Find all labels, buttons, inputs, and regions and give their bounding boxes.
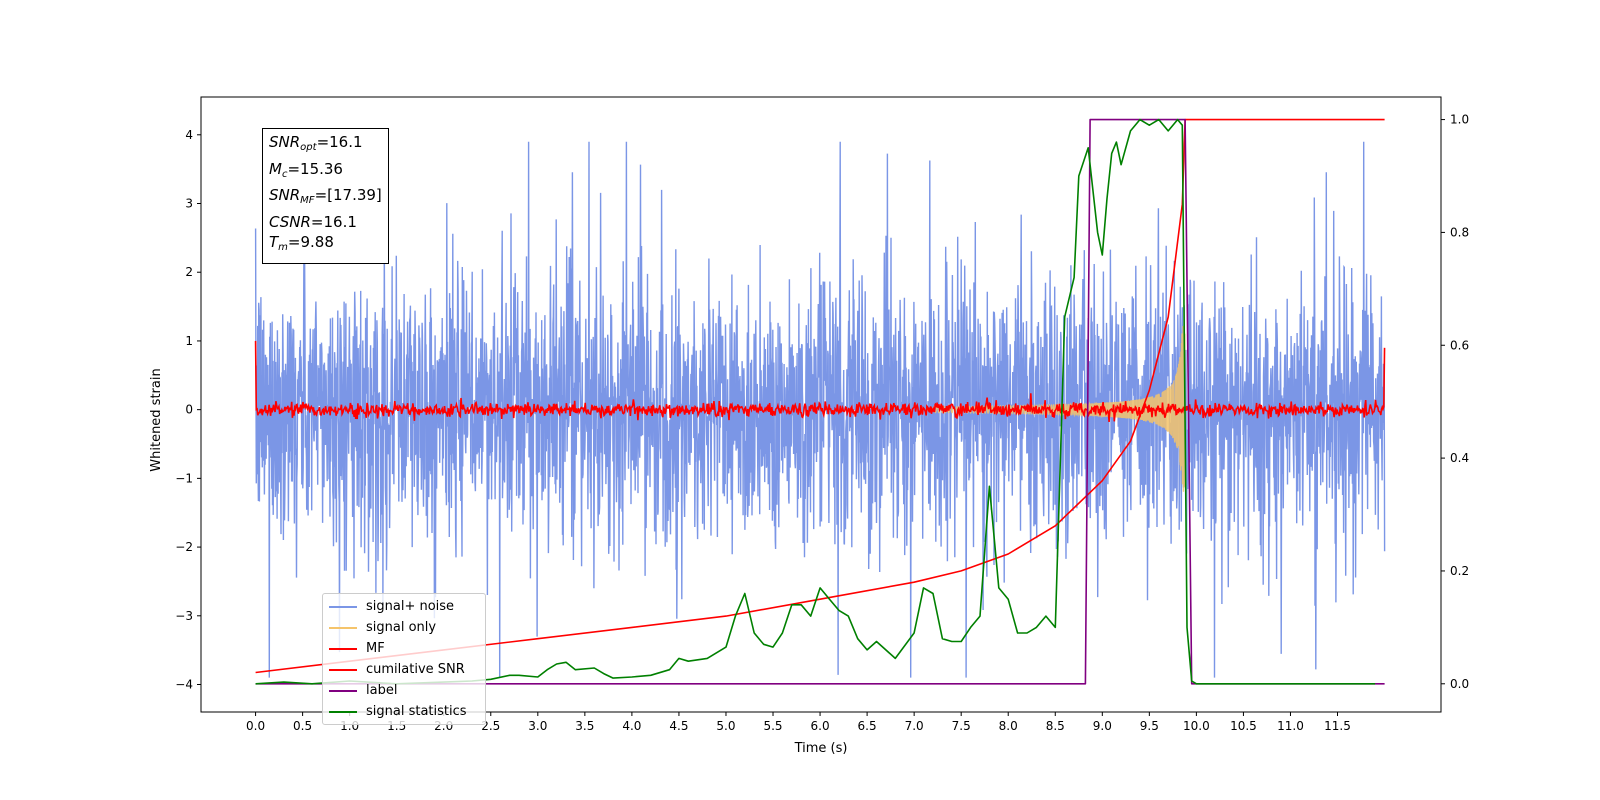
legend-swatch: [329, 626, 357, 629]
legend-item-signal-only: signal only: [329, 617, 485, 638]
legend-item-label: label: [329, 680, 485, 701]
x-tick-label: 7.0: [905, 719, 924, 733]
x-tick-label: 3.0: [528, 719, 547, 733]
stats-annotation-box: SNRopt=16.1 Mc=15.36 SNRMF=[17.39] CSNR=…: [262, 128, 389, 264]
series-layer: [254, 118, 1386, 685]
legend-swatch: [329, 647, 357, 650]
y-right-tick-label: 0.0: [1450, 677, 1469, 691]
y-tick-label: −1: [175, 471, 193, 485]
series-cumulative-snr: [255, 118, 1385, 674]
x-tick-label: 11.0: [1277, 719, 1304, 733]
y-right-tick-label: 0.8: [1450, 225, 1469, 239]
legend-item-mf: MF: [329, 638, 485, 659]
y-tick-label: 4: [185, 128, 193, 142]
x-tick-label: 6.5: [858, 719, 877, 733]
x-tick-label: 5.0: [716, 719, 735, 733]
plot-frame: [200, 96, 1442, 713]
x-tick-label: 9.5: [1140, 719, 1159, 733]
annot-csnr: CSNR=16.1: [269, 212, 357, 231]
x-tick-label: 3.5: [575, 719, 594, 733]
chart-legend: signal+ noise signal only MF cumilative …: [322, 593, 486, 725]
y-right-tick-label: 0.6: [1450, 338, 1469, 352]
x-tick-label: 7.5: [952, 719, 971, 733]
y-right-tick-label: 0.2: [1450, 564, 1469, 578]
y-tick-label: −4: [175, 678, 193, 692]
series-mf: [254, 340, 1386, 422]
y-tick-label: 2: [185, 265, 193, 279]
legend-swatch: [329, 710, 357, 713]
x-tick-label: 0.5: [293, 719, 312, 733]
x-tick-label: 8.5: [1046, 719, 1065, 733]
y-tick-label: 1: [185, 334, 193, 348]
x-tick-label: 2.5: [481, 719, 500, 733]
x-tick-label: 4.5: [669, 719, 688, 733]
y-tick-label: −2: [175, 540, 193, 554]
annot-mc: Mc=15.36: [269, 159, 343, 180]
annot-snr-opt: SNRopt=16.1: [269, 133, 363, 153]
x-tick-label: 6.0: [811, 719, 830, 733]
x-tick-label: 10.5: [1230, 719, 1257, 733]
x-tick-label: 0.0: [246, 719, 265, 733]
x-axis-ticks: 0.0 0.5 1.0 1.5 2.0 2.5 3.0 3.5 4.0 4.5 5.0 5.5 6.0 6…: [246, 712, 1351, 733]
x-tick-label: 9.0: [1093, 719, 1112, 733]
legend-item-signal-statistics: signal statistics: [329, 701, 485, 722]
series-signal-noise: [254, 141, 1386, 678]
x-tick-label: 10.0: [1183, 719, 1210, 733]
y-right-tick-label: 1.0: [1450, 113, 1469, 127]
x-tick-label: 4.0: [622, 719, 641, 733]
series-signal-statistics: [255, 118, 1376, 685]
y-right-tick-label: 0.4: [1450, 451, 1469, 465]
y-right-axis-ticks: 1.0 0.8 0.6 0.4 0.2 0.0: [1441, 113, 1469, 691]
annot-snr-mf: SNRMF=[17.39]: [269, 186, 382, 206]
x-tick-label: 11.5: [1324, 719, 1351, 733]
x-tick-label: 5.5: [763, 719, 782, 733]
annot-tm: Tm=9.88: [269, 233, 334, 253]
y-tick-label: 3: [185, 197, 193, 211]
legend-swatch: [329, 668, 357, 671]
legend-swatch: [329, 605, 357, 608]
legend-swatch: [329, 689, 357, 692]
legend-item-cumulative-snr: cumilative SNR: [329, 659, 485, 680]
y-tick-label: −3: [175, 609, 193, 623]
legend-item-signal-noise: signal+ noise: [329, 596, 485, 617]
x-axis-label: Time (s): [794, 741, 848, 756]
x-tick-label: 8.0: [999, 719, 1018, 733]
y-tick-label: 0: [185, 403, 193, 417]
y-axis-ticks: 4 3 2 1 0 −1 −2 −3 −4: [175, 128, 201, 692]
y-axis-label: Whitened strain: [149, 368, 164, 471]
